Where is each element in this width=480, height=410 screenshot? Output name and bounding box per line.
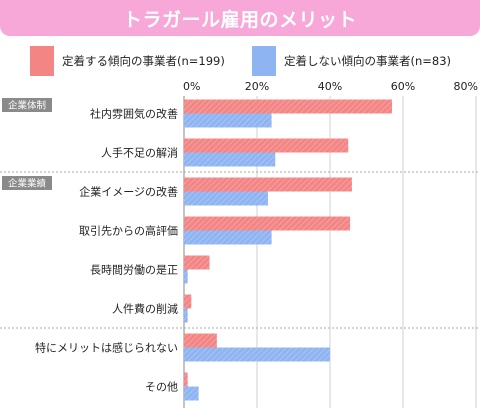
chart-title: トラガール雇用のメリット [122,8,357,31]
bar-series-2 [184,347,330,362]
category-label: その他 [145,381,178,394]
bar-series-1 [184,255,210,270]
bar-series-1 [184,372,188,387]
title-bar: トラガール雇用のメリット [0,0,480,36]
category-label: 人手不足の解消 [101,146,178,160]
bar-series-1 [184,333,217,348]
category-label: 人件費の削減 [112,302,178,316]
bar-series-2 [184,308,188,323]
category-label: 企業イメージの改善 [79,185,178,199]
bar-series-1 [184,294,192,309]
bar-series-2 [184,269,188,284]
x-tick-label: 0% [183,80,200,93]
category-label: 社内雰囲気の改善 [90,107,178,121]
bar-series-2 [184,152,276,167]
group-tag [2,98,52,112]
x-tick-label: 80% [454,80,478,93]
legend-swatch-series-2 [252,46,276,76]
legend-label-series-2: 定着しない傾向の事業者(n=83) [284,54,452,68]
bar-series-2 [184,230,272,245]
category-label: 特にメリットは感じられない [35,341,178,355]
x-tick-label: 60% [391,80,415,93]
group-tag [2,176,52,190]
bar-series-2 [184,191,268,206]
bar-series-1 [184,216,351,231]
bar-series-2 [184,113,272,128]
x-tick-label: 40% [318,80,342,93]
group-tag-label: 企業体制 [8,100,46,112]
category-label: 取引先からの高評価 [79,224,178,238]
group-tag-label: 企業業績 [8,178,47,190]
bar-series-1 [184,99,393,114]
bar-series-1 [184,177,352,192]
legend-item-series-2: 定着しない傾向の事業者(n=83) [252,46,451,76]
legend-label-series-1: 定着する傾向の事業者(n=199) [62,54,225,68]
bar-series-2 [184,386,199,401]
legend: 定着する傾向の事業者(n=199) 定着しない傾向の事業者(n=83) [0,46,480,76]
x-tick-label: 20% [245,80,269,93]
legend-swatch-series-1 [30,46,54,76]
bar-series-1 [184,138,349,153]
legend-item-series-1: 定着する傾向の事業者(n=199) [30,46,225,76]
category-label: 長時間労働の是正 [90,263,178,277]
